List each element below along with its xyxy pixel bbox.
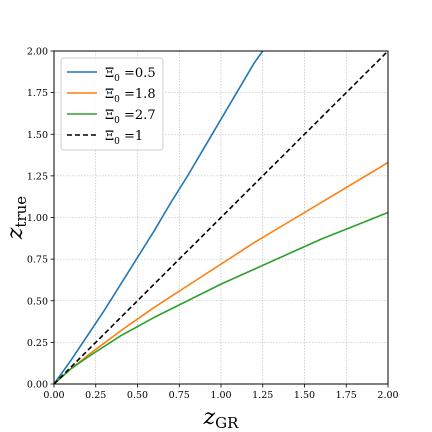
y-tick-label: 2.00 [27,47,48,58]
x-tick-label: 2.00 [377,390,398,401]
series-line-4 [54,51,388,384]
x-tick-label: 1.25 [252,390,273,401]
y-tick-label: 0.00 [27,380,48,391]
y-tick-label: 0.25 [27,338,48,349]
legend-label-1: Ξ0 =0.5 [105,66,156,84]
x-tick-label: 1.75 [336,390,357,401]
y-tick-label: 0.75 [27,255,48,266]
x-axis-label: zGR [203,405,240,432]
y-tick-label: 1.75 [27,88,48,99]
x-tick-label: 0.75 [169,390,190,401]
y-axis-label: ztrue [3,196,30,240]
y-axis-label-sub: true [12,196,30,228]
x-tick-label: 0.00 [43,390,64,401]
x-axis-label-main: z [203,405,216,430]
x-tick-label: 1.00 [210,390,231,401]
series-line-3 [54,211,388,384]
y-tick-label: 0.50 [27,296,48,307]
y-tick-label: 1.25 [27,171,48,182]
legend: Ξ0 =0.5 Ξ0 =1.8 Ξ0 =2.7 Ξ0 =1 [60,57,164,151]
x-tick-label: 0.50 [127,390,148,401]
legend-label-4: Ξ0 =1 [105,129,143,147]
legend-label-3: Ξ0 =2.7 [105,108,156,126]
legend-box [60,57,164,151]
x-axis-label-sub: GR [215,414,239,432]
series-layer [54,51,388,384]
y-tick-label: 1.00 [27,213,48,224]
ticks: 0.00 0.25 0.50 0.75 1.00 1.25 1.50 1.75 2.00 0.00… [27,47,399,402]
series-line-1 [54,51,264,384]
legend-label-2: Ξ0 =1.8 [105,87,156,105]
x-tick-label: 1.50 [294,390,315,401]
series-line-2 [54,161,388,384]
x-tick-label: 0.25 [85,390,106,401]
y-axis-label-main: z [3,227,28,240]
y-tick-label: 1.50 [27,130,48,141]
